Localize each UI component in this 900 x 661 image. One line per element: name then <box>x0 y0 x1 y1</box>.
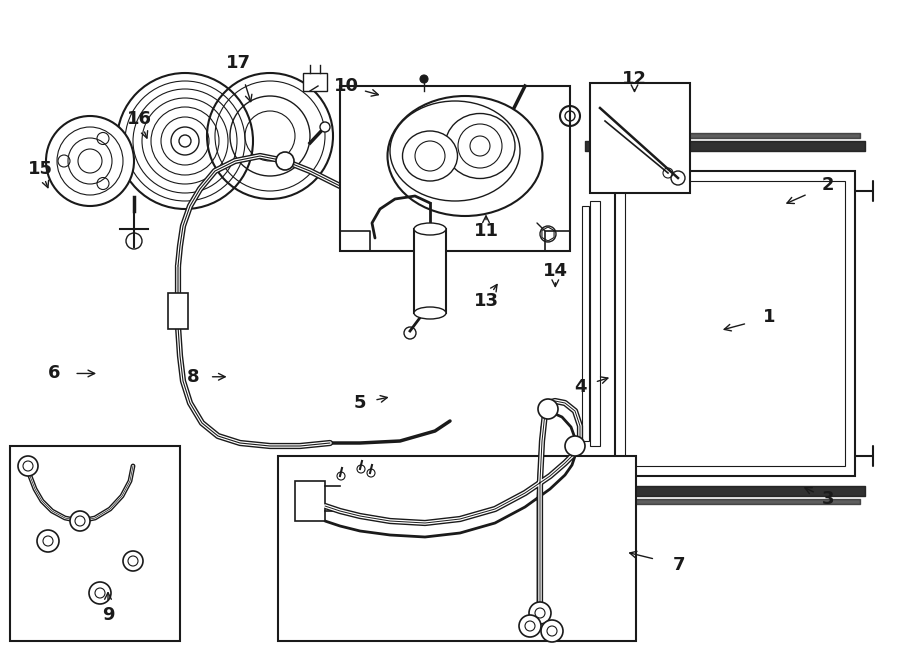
Bar <box>414 229 446 313</box>
Bar <box>582 206 589 441</box>
Bar <box>168 293 188 329</box>
Text: 11: 11 <box>473 222 499 241</box>
Circle shape <box>207 73 333 199</box>
Circle shape <box>420 75 428 83</box>
Text: 13: 13 <box>473 292 499 310</box>
Bar <box>615 171 855 476</box>
Text: 6: 6 <box>48 364 60 383</box>
Text: 10: 10 <box>334 77 359 95</box>
Circle shape <box>320 122 330 132</box>
Ellipse shape <box>414 223 446 235</box>
Bar <box>295 481 325 521</box>
Bar <box>303 73 327 91</box>
Circle shape <box>541 620 563 642</box>
Circle shape <box>538 399 558 419</box>
Circle shape <box>37 530 59 552</box>
Ellipse shape <box>414 307 446 319</box>
Bar <box>625 181 845 466</box>
Text: 2: 2 <box>822 176 834 194</box>
Text: 7: 7 <box>673 556 686 574</box>
Text: 9: 9 <box>102 605 114 624</box>
Circle shape <box>70 511 90 531</box>
Circle shape <box>276 152 294 170</box>
Text: 12: 12 <box>622 70 647 89</box>
Ellipse shape <box>390 101 520 201</box>
Text: 5: 5 <box>354 394 366 412</box>
Bar <box>10 446 180 641</box>
Circle shape <box>565 436 585 456</box>
Circle shape <box>89 582 111 604</box>
Text: 14: 14 <box>543 262 568 280</box>
Circle shape <box>18 456 38 476</box>
Bar <box>278 456 636 641</box>
Text: 1: 1 <box>763 308 776 327</box>
Ellipse shape <box>402 131 457 181</box>
Bar <box>340 86 570 251</box>
Text: 3: 3 <box>822 490 834 508</box>
Text: 8: 8 <box>187 368 200 386</box>
Circle shape <box>529 602 551 624</box>
Ellipse shape <box>46 116 134 206</box>
Circle shape <box>123 551 143 571</box>
Ellipse shape <box>388 96 543 216</box>
Text: 17: 17 <box>226 54 251 72</box>
Text: 4: 4 <box>574 377 587 396</box>
Bar <box>590 83 690 193</box>
Bar <box>590 201 600 446</box>
Ellipse shape <box>445 114 515 178</box>
Text: 15: 15 <box>28 159 53 178</box>
Text: 16: 16 <box>127 110 152 128</box>
Circle shape <box>519 615 541 637</box>
